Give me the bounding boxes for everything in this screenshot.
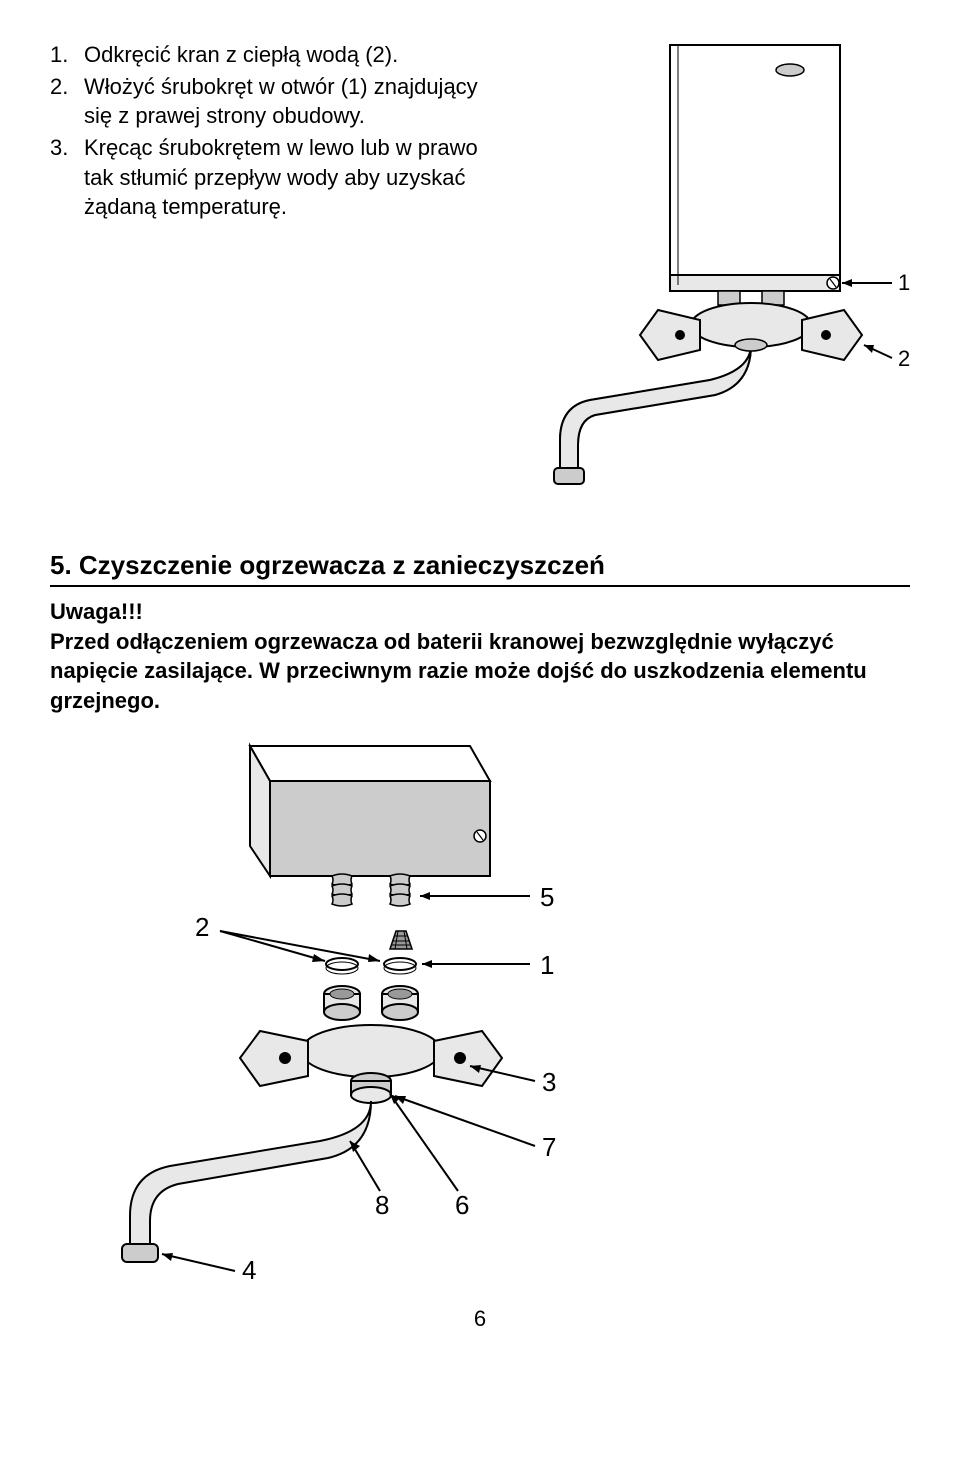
figure-2: 5 2 1 — [50, 736, 910, 1296]
step-text: Włożyć śrubokręt w otwór (1) znajdujący … — [84, 72, 510, 131]
section-title: 5. Czyszczenie ogrzewacza z zanieczyszcz… — [50, 550, 910, 587]
svg-text:2: 2 — [898, 346, 910, 371]
warning-heading: Uwaga!!! — [50, 599, 143, 624]
warning-block: Uwaga!!! Przed odłączeniem ogrzewacza od… — [50, 597, 910, 716]
svg-text:1: 1 — [540, 950, 554, 980]
page-number: 6 — [50, 1306, 910, 1332]
figure-1: 1 2 — [530, 40, 910, 510]
svg-text:7: 7 — [542, 1132, 556, 1162]
step-3: 3. Kręcąc śrubokrętem w lewo lub w prawo… — [50, 133, 510, 222]
warning-text: Przed odłączeniem ogrzewacza od baterii … — [50, 629, 867, 713]
svg-text:6: 6 — [455, 1190, 469, 1220]
svg-text:4: 4 — [242, 1255, 256, 1285]
svg-text:3: 3 — [542, 1067, 556, 1097]
step-number: 2. — [50, 72, 84, 131]
svg-text:1: 1 — [898, 270, 910, 295]
top-section: 1. Odkręcić kran z ciepłą wodą (2). 2. W… — [50, 40, 910, 510]
step-text: Odkręcić kran z ciepłą wodą (2). — [84, 40, 510, 70]
svg-text:8: 8 — [375, 1190, 389, 1220]
instruction-list: 1. Odkręcić kran z ciepłą wodą (2). 2. W… — [50, 40, 510, 224]
svg-text:2: 2 — [195, 912, 209, 942]
step-text: Kręcąc śrubokrętem w lewo lub w prawo ta… — [84, 133, 510, 222]
step-number: 3. — [50, 133, 84, 222]
step-2: 2. Włożyć śrubokręt w otwór (1) znajdują… — [50, 72, 510, 131]
svg-text:5: 5 — [540, 882, 554, 912]
step-1: 1. Odkręcić kran z ciepłą wodą (2). — [50, 40, 510, 70]
step-number: 1. — [50, 40, 84, 70]
